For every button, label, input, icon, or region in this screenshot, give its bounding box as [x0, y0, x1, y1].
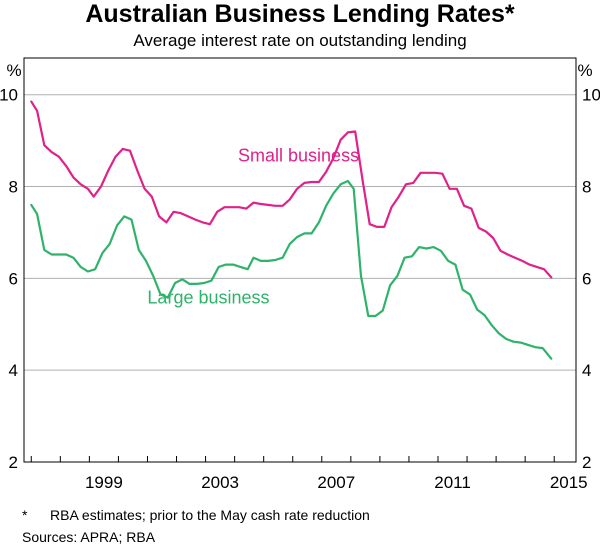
y-tick-label-left: 2: [9, 453, 18, 472]
x-tick-label: 2003: [201, 473, 239, 492]
series-line-large-business: [30, 179, 553, 360]
footnote-marker: *: [22, 507, 28, 523]
gridlines: [24, 94, 576, 371]
series-line-small-business: [30, 100, 553, 279]
x-tick-label: 2015: [550, 473, 588, 492]
y-tick-label-left: 4: [9, 361, 18, 380]
series-label-small-business: Small business: [238, 145, 359, 165]
plot-frame: [23, 57, 577, 463]
y-tick-label-left: 8: [9, 178, 18, 197]
y-axis-unit-left: %: [6, 61, 21, 80]
y-tick-label-right: 8: [582, 178, 591, 197]
x-tick-label: 1999: [85, 473, 123, 492]
y-axis-unit-right: %: [577, 61, 592, 80]
footnote: * RBA estimates; prior to the May cash ra…: [22, 506, 370, 524]
y-tick-label-left: 6: [9, 269, 18, 288]
y-tick-label-right: 10: [582, 86, 600, 105]
tick-labels: 2 2 4 4 6 6 8 8 10 10 1999 2003 2007 2011 2015: [0, 86, 600, 492]
x-tick-label: 2007: [317, 473, 355, 492]
series-label-large-business: Large business: [147, 288, 269, 308]
chart-title: Australian Business Lending Rates*: [85, 0, 515, 28]
y-tick-label-right: 2: [582, 453, 591, 472]
y-tick-label-right: 4: [582, 361, 591, 380]
footnote-text: RBA estimates; prior to the May cash rat…: [50, 507, 370, 523]
sources-note: Sources: APRA; RBA: [22, 529, 156, 545]
y-tick-label-right: 6: [582, 269, 591, 288]
y-tick-label-left: 10: [0, 86, 18, 105]
series-lines: Small business Large business: [30, 100, 553, 360]
x-tick-label: 2011: [434, 473, 471, 492]
chart-subtitle: Average interest rate on outstanding len…: [133, 31, 467, 50]
x-axis-ticks: [30, 456, 555, 462]
